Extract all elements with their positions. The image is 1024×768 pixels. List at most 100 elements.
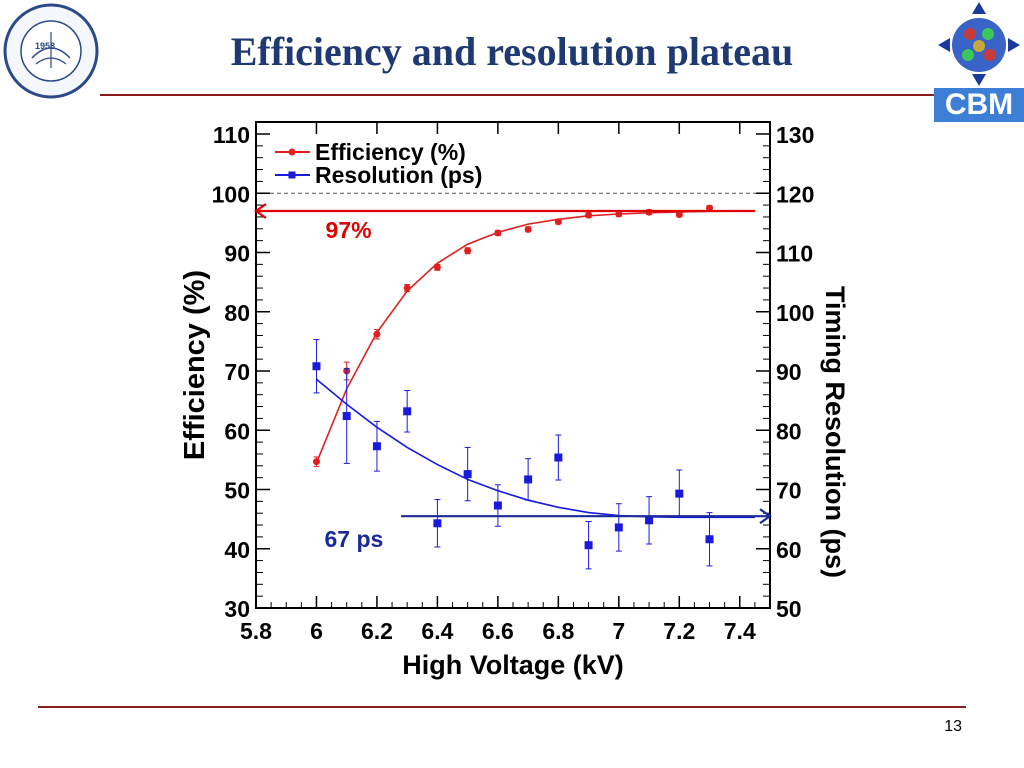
efficiency-point [645,208,653,216]
y-tick-label: 110 [213,122,250,148]
y-tick-label: 100 [212,181,250,207]
y2-tick-label: 80 [776,418,802,444]
efficiency-point [675,211,683,219]
x-tick-label: 6.8 [542,618,574,644]
efficiency-marker [645,208,653,216]
efficiency-marker [585,211,593,219]
y2-tick-label: 120 [776,181,814,207]
efficiency-plateau-label: 97% [326,217,372,243]
efficiency-marker [615,210,623,218]
efficiency-marker [312,458,320,466]
efficiency-point [312,456,320,467]
y2-tick-label: 50 [776,596,802,622]
resolution-marker [614,523,623,532]
efficiency-marker [433,263,441,271]
y2-axis-label: Timing Resolution (ps) [820,286,850,578]
resolution-point [403,390,412,433]
legend-efficiency: Efficiency (%) [315,139,466,165]
resolution-marker [312,362,321,371]
x-axis-ticks: 5.8 6 6.2 6.4 6.6 6.8 7 7.2 7.4 [240,122,771,644]
efficiency-point [494,229,502,237]
efficiency-point [403,283,411,293]
logo-year: 1958 [35,41,55,51]
x-tick-label: 5.8 [240,618,272,644]
efficiency-fit-curve [315,210,755,464]
x-tick-label: 6 [310,618,323,644]
resolution-marker [493,501,502,510]
resolution-point [584,520,593,570]
y2-tick-label: 70 [776,478,802,504]
resolution-plateau-label: 67 ps [324,526,383,552]
efficiency-point [554,218,562,226]
y2-tick-label: 100 [776,300,814,326]
cbm-logo-text: CBM [934,88,1024,122]
efficiency-marker [373,330,381,338]
x-tick-label: 7 [612,618,625,644]
efficiency-point [585,211,593,219]
y2-tick-label: 90 [776,359,802,385]
y2-tick-label: 130 [776,122,814,148]
y2-tick-label: 60 [776,537,802,563]
resolution-point [312,339,321,394]
resolution-point [372,420,381,472]
resolution-point [493,484,502,527]
arrow-head [254,203,267,219]
cbm-logo [934,0,1024,122]
efficiency-resolution-chart: 5.8 6 6.2 6.4 6.6 6.8 7 7.2 7.4 30 40 50 60 70 80 90 10… [179,121,850,680]
footer-divider [38,706,966,708]
legend-resolution: Resolution (ps) [315,162,482,188]
efficiency-marker [524,225,532,233]
y-tick-label: 90 [224,241,250,267]
resolution-point [463,446,472,502]
x-tick-label: 7.4 [724,618,756,644]
efficiency-marker [706,204,714,212]
legend: Efficiency (%) Resolution (ps) [275,139,482,188]
resolution-marker [524,475,533,484]
efficiency-marker [403,284,411,292]
x-tick-label: 6.4 [421,618,453,644]
y-axis-label: Efficiency (%) [179,270,211,460]
resolution-marker [372,442,381,451]
university-logo: 1958 [2,2,100,100]
efficiency-point [706,204,714,212]
y-tick-label: 80 [224,300,250,326]
resolution-marker [342,412,351,421]
data-points [312,204,714,570]
x-tick-label: 6.2 [361,618,393,644]
efficiency-point [433,263,441,271]
efficiency-marker [494,229,502,237]
resolution-marker [705,535,714,544]
efficiency-point [464,247,472,255]
efficiency-point [524,225,532,233]
resolution-point [524,458,533,501]
y2-tick-label: 110 [776,241,813,267]
resolution-marker [463,470,472,479]
resolution-marker [403,407,412,416]
y-tick-label: 50 [224,478,250,504]
resolution-marker [645,516,654,525]
efficiency-point [373,329,381,340]
plateau-annotations: 97% 67 ps [254,203,772,552]
resolution-marker [433,519,442,528]
slide-title: Efficiency and resolution plateau [230,29,794,74]
resolution-point [433,499,442,548]
y-tick-label: 40 [224,537,250,563]
plot-frame [255,121,771,609]
resolution-point [705,512,714,567]
y-tick-label: 30 [224,596,250,622]
resolution-point [342,368,351,464]
arrow-head [759,508,772,525]
y-tick-label: 60 [224,418,250,444]
efficiency-marker [554,218,562,226]
resolution-point [554,434,563,481]
page-number: 13 [944,718,962,735]
x-tick-label: 6.6 [482,618,514,644]
resolution-marker [584,541,593,550]
x-axis-label: High Voltage (kV) [402,650,624,680]
y2-axis-ticks: 50 60 70 80 90 100 110 120 130 [756,122,814,622]
resolution-point [675,469,684,518]
x-tick-label: 7.2 [663,618,695,644]
resolution-point [614,503,623,552]
y-axis-ticks: 30 40 50 60 70 80 90 100 110 [212,122,270,622]
efficiency-marker [464,247,472,255]
